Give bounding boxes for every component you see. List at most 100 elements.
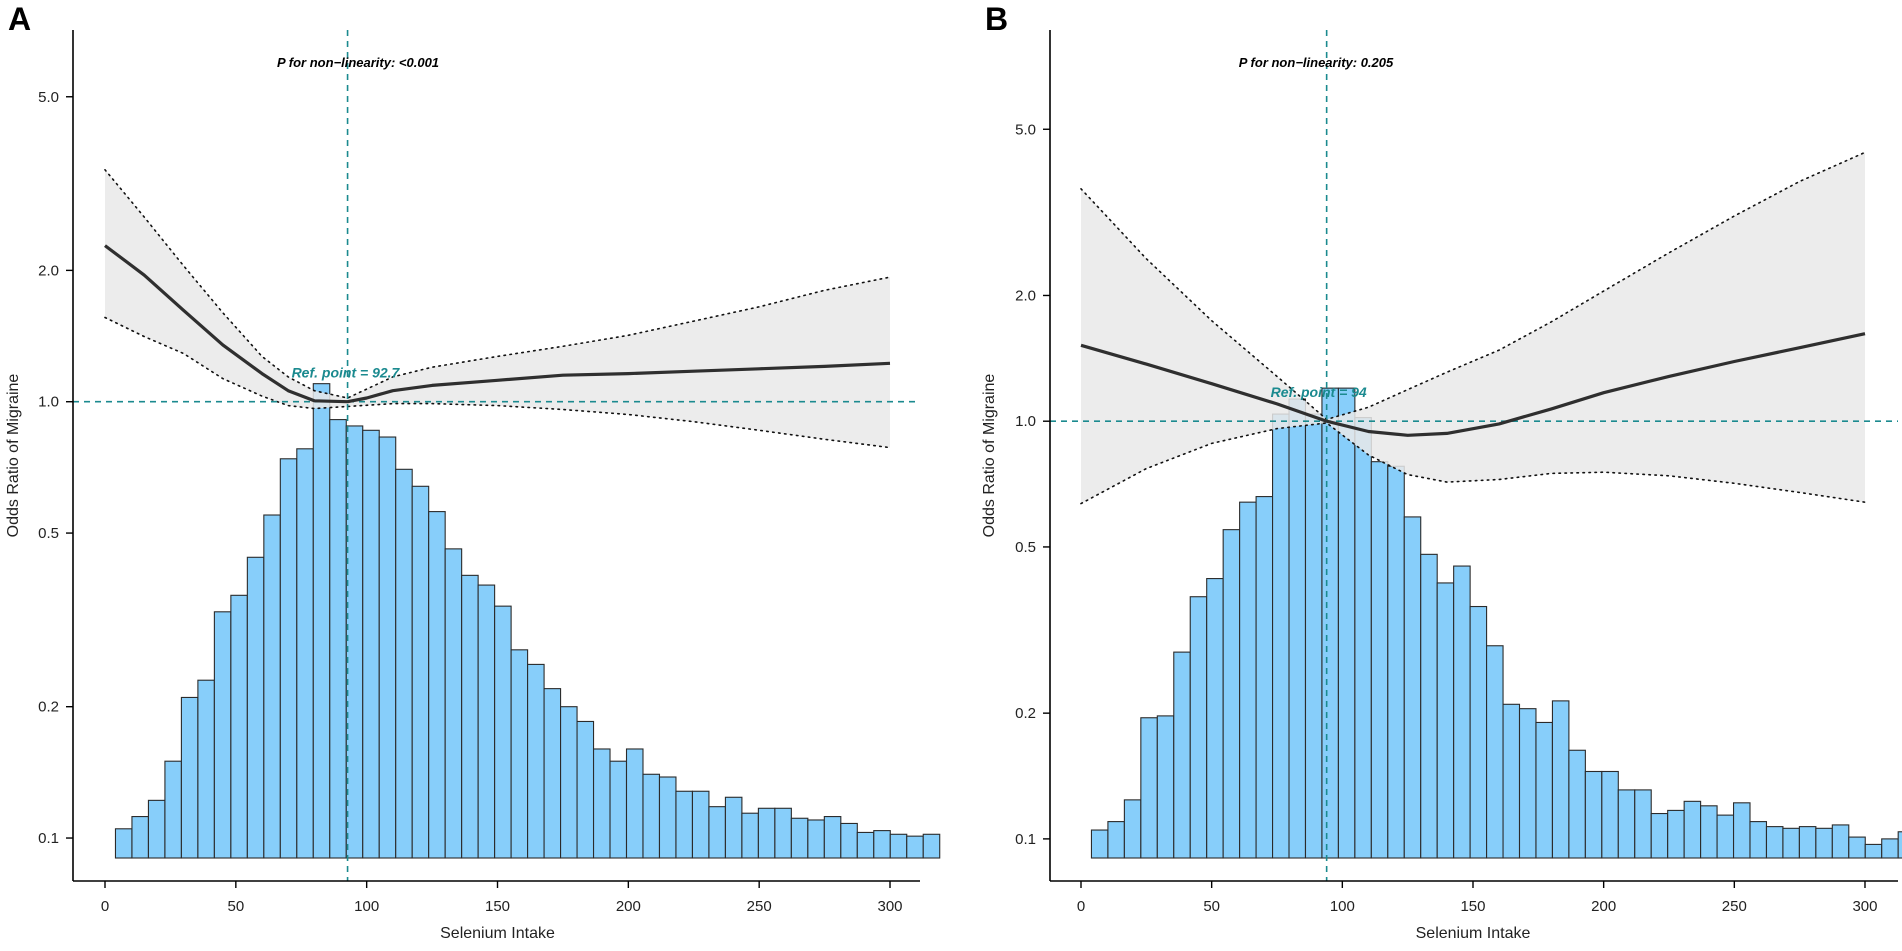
histogram-bar (922, 833, 941, 859)
histogram-bar (1716, 814, 1735, 859)
histogram-bar (1683, 800, 1702, 859)
histogram-bar (246, 556, 265, 859)
histogram-bar (1239, 501, 1257, 859)
y-tick-label: 0.5 (38, 525, 59, 542)
histogram-bar (1469, 605, 1488, 859)
histogram-bar (1206, 578, 1224, 859)
histogram-bar (1551, 700, 1570, 859)
histogram-bar (1370, 461, 1389, 859)
histogram-bar (411, 485, 430, 859)
histogram-bar (840, 822, 858, 859)
histogram-bar (114, 828, 133, 859)
histogram-bar (1107, 821, 1125, 859)
histogram-bar (1403, 516, 1422, 859)
histogram-bar (757, 807, 776, 859)
histogram-bar (708, 806, 726, 859)
histogram-bar (510, 649, 529, 859)
histogram-bar (1732, 802, 1751, 859)
histogram-bar (1123, 799, 1142, 859)
x-tick-label: 0 (101, 898, 109, 915)
histogram-bar (543, 688, 562, 859)
histogram-bar (889, 833, 908, 859)
histogram-bar (1601, 770, 1619, 859)
histogram-bar (724, 796, 743, 859)
histogram-bar (395, 468, 413, 859)
ci-upper-line (1080, 151, 1866, 421)
histogram-bar (1782, 827, 1800, 859)
histogram-bar (164, 760, 182, 859)
histogram-bar (345, 425, 364, 859)
histogram-bar (1173, 651, 1191, 859)
histogram-bar (1453, 565, 1471, 859)
y-tick-label: 0.2 (38, 699, 59, 716)
histogram-bar (1650, 812, 1669, 859)
histogram-bar (147, 799, 166, 859)
histogram-bar (906, 835, 924, 859)
x-tick-label: 150 (1460, 898, 1485, 915)
histogram-bar (296, 448, 314, 859)
histogram-bar (213, 611, 232, 859)
y-tick-label: 2.0 (38, 262, 59, 279)
histogram-bar (1798, 826, 1817, 859)
histogram-bar (131, 816, 149, 859)
histogram-bar (1222, 529, 1241, 859)
x-tick-label: 200 (616, 898, 641, 915)
histogram-bar (197, 679, 215, 859)
histogram-bar (180, 696, 199, 859)
histogram-bar (230, 594, 248, 859)
histogram-bar (494, 605, 512, 859)
histogram-bar (263, 514, 281, 859)
x-tick-label: 50 (1203, 898, 1220, 915)
y-axis-title: Odds Ratio of Migraine (5, 374, 22, 538)
x-tick-label: 100 (1330, 898, 1355, 915)
histogram-bar (1140, 717, 1158, 859)
histogram-bar (279, 458, 298, 859)
histogram-bar (1255, 496, 1274, 859)
y-tick-label: 1.0 (38, 394, 59, 411)
histogram-bar (1288, 398, 1307, 859)
x-tick-label: 200 (1591, 898, 1616, 915)
x-tick-label: 50 (227, 898, 244, 915)
histogram-bar (609, 760, 628, 859)
x-tick-label: 250 (1722, 898, 1747, 915)
x-tick-label: 300 (877, 898, 902, 915)
histogram-bar (1518, 708, 1537, 859)
histogram-bar (1486, 645, 1504, 859)
y-tick-label: 0.5 (1015, 539, 1036, 556)
y-tick-label: 5.0 (1015, 121, 1036, 138)
y-tick-label: 0.1 (1015, 831, 1036, 848)
histogram-bar (1864, 843, 1883, 859)
histogram-bar (1387, 465, 1405, 859)
y-tick-label: 5.0 (38, 89, 59, 106)
ci-upper-line (104, 169, 891, 399)
histogram-bar (1831, 824, 1850, 859)
histogram-bar (1354, 417, 1372, 859)
x-axis-title: Selenium Intake (1416, 925, 1531, 942)
y-tick-label: 1.0 (1015, 413, 1036, 430)
histogram-bar (1700, 805, 1718, 859)
histogram-bar (790, 817, 809, 859)
histogram-bar (1502, 703, 1521, 859)
x-tick-label: 100 (354, 898, 379, 915)
histogram-bar (592, 748, 611, 859)
histogram-bar (1535, 721, 1553, 859)
x-axis-title: Selenium Intake (440, 925, 555, 942)
histogram-bar (527, 663, 545, 859)
histogram-bar (823, 816, 842, 859)
histogram-bar (1156, 715, 1175, 859)
histogram-bar (312, 383, 331, 859)
x-tick-label: 300 (1852, 898, 1877, 915)
histogram-bar (774, 807, 792, 859)
histogram-bar (477, 584, 496, 859)
y-axis-title: Odds Ratio of Migraine (981, 374, 998, 538)
histogram-bar (1304, 413, 1323, 859)
panel-letter: A (8, 1, 31, 37)
histogram-bar (329, 419, 347, 859)
or-curve (1080, 332, 1866, 437)
histogram-bar (856, 831, 875, 859)
histogram-bar (1436, 582, 1455, 859)
histogram-bar (444, 548, 463, 859)
histogram-bar (1272, 413, 1290, 859)
histogram-bar (461, 574, 479, 859)
x-tick-label: 150 (485, 898, 510, 915)
